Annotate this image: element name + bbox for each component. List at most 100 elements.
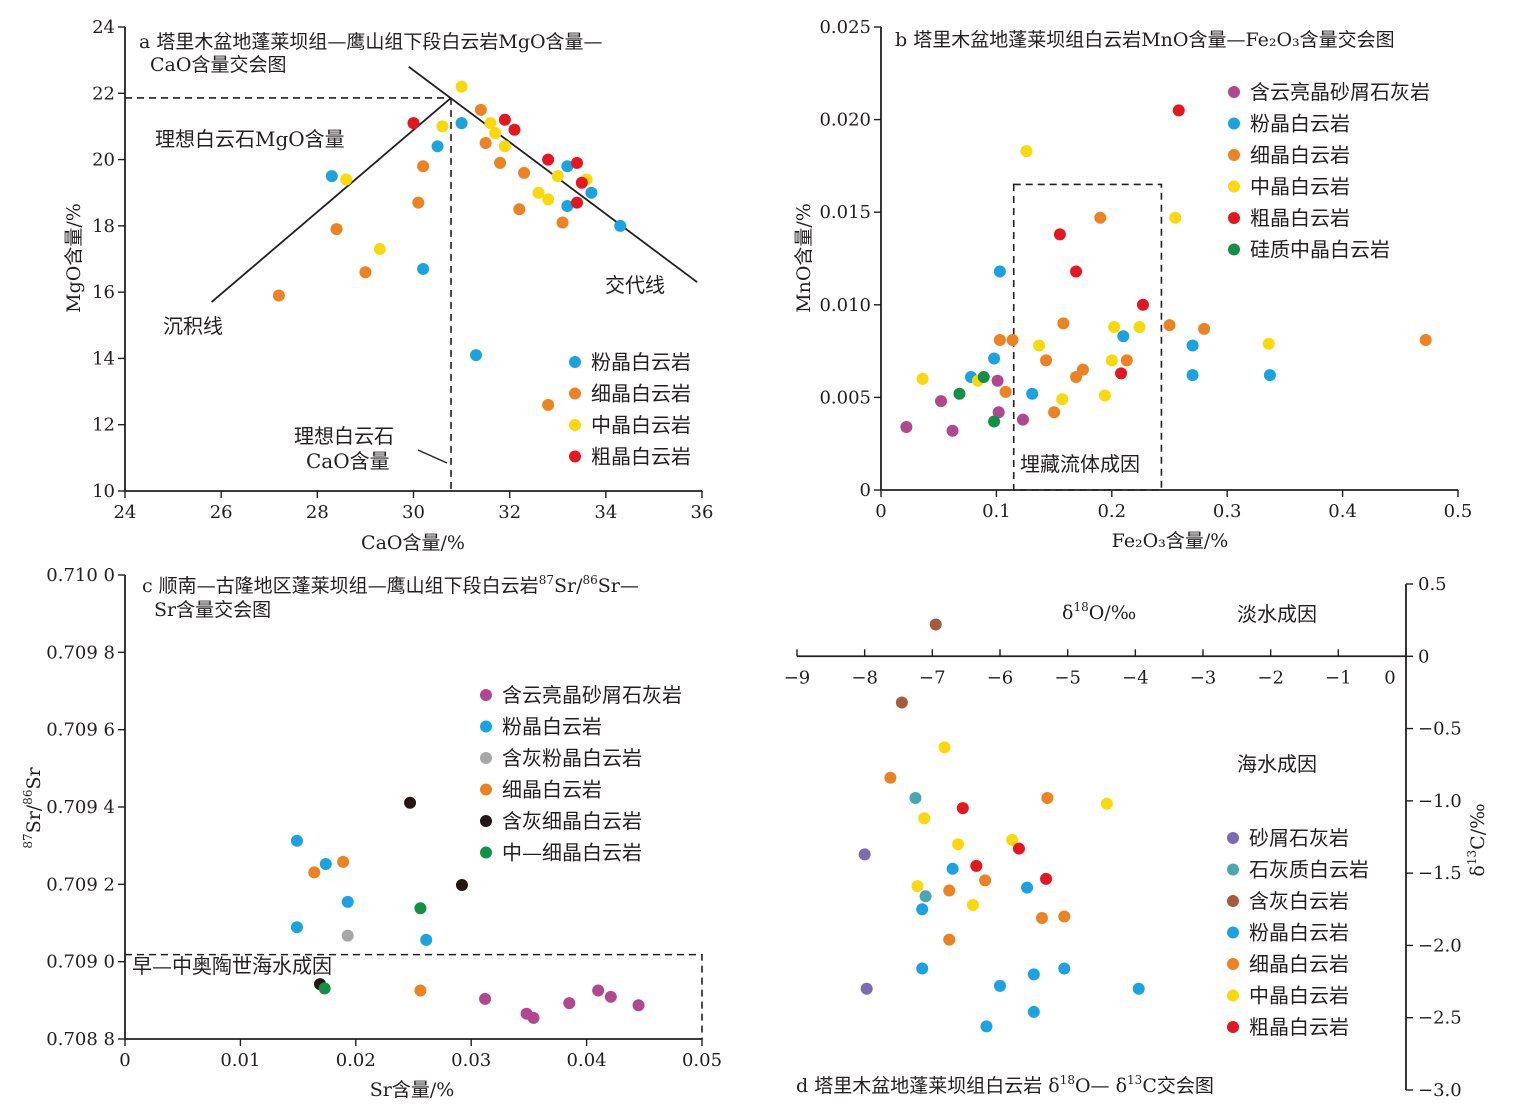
panel-a-legend-marker	[569, 356, 581, 368]
panel-c-xlabel: Sr含量/%	[370, 1079, 455, 1101]
panel-a-legend-marker	[569, 387, 581, 400]
panel-d-y-tick-label: −1.0	[1418, 791, 1462, 812]
panel-d-point	[1012, 842, 1025, 855]
panel-c-point	[341, 895, 354, 908]
panel-d-point	[895, 696, 908, 709]
panel-a-y-tick-label: 12	[92, 415, 115, 436]
panel-b-point	[1136, 298, 1149, 311]
panel-b-point	[953, 387, 966, 400]
panel-c-legend-marker	[480, 846, 492, 859]
panel-b-point	[993, 265, 1006, 278]
panel-d-x-tick-label: −8	[851, 667, 878, 688]
panel-d-point	[1027, 1005, 1040, 1018]
panel-d-title-mid: O— δ	[1075, 1075, 1127, 1097]
panel-a-ylabel: MgO含量/%	[63, 203, 85, 313]
panel-c-point	[455, 879, 468, 892]
panel-a-title-line-1: a 塔里木盆地蓬莱坝组—鹰山组下段白云岩MgO含量—	[139, 31, 603, 53]
panel-b-point	[1053, 228, 1066, 241]
panel-a-point	[513, 203, 526, 216]
panel-a-x-tick-label: 24	[114, 502, 137, 523]
panel-a-point	[532, 186, 545, 199]
panel-a-point	[561, 160, 574, 173]
panel-d-xlabel-main: δ	[1062, 602, 1073, 624]
panel-d-legend-label: 粉晶白云岩	[1249, 921, 1349, 945]
panel-a-sediment-line	[210, 97, 452, 303]
panel-c-y-tick-label: 0.709 4	[46, 797, 115, 818]
panel-a-point	[551, 170, 564, 183]
panel-d-x-tick-label: 0	[1384, 667, 1395, 688]
panel-a-point	[518, 166, 531, 179]
panel-c-legend-marker	[480, 689, 492, 701]
panel-b-point	[1419, 333, 1432, 346]
panel-b-point	[988, 352, 1001, 365]
panel-b-point	[1172, 104, 1185, 117]
panel-c-ylabel-end: Sr	[23, 767, 45, 790]
panel-d-point	[860, 982, 873, 995]
panel-b-x-tick-label: 0.4	[1328, 501, 1357, 522]
panel-c-point	[319, 857, 332, 870]
panel-d-ylabel-end: C/‰	[1467, 803, 1489, 849]
panel-b-point	[1120, 354, 1133, 367]
panel-a-point	[417, 160, 430, 173]
panel-c-x-tick-label: 0.03	[451, 1050, 491, 1071]
panel-d-title-main: d 塔里木盆地蓬莱坝组白云岩 δ	[796, 1075, 1060, 1097]
panel-a-point	[417, 262, 430, 275]
panel-b-legend-label: 粉晶白云岩	[1250, 112, 1350, 136]
panel-c-point	[337, 855, 350, 868]
panel-b-legend-label: 粗晶白云岩	[1250, 206, 1350, 230]
panel-a-x-tick-label: 26	[210, 502, 233, 523]
panel-c-title-main: c 顺南—古隆地区蓬莱坝组—鹰山组下段白云岩	[142, 575, 539, 597]
panel-c: c 顺南—古隆地区蓬莱坝组—鹰山组下段白云岩87Sr/86Sr— Sr含量交会图…	[21, 565, 722, 1101]
panel-b-point	[1186, 339, 1199, 352]
panel-c-point	[318, 982, 331, 995]
panel-c-point	[414, 984, 427, 997]
panel-b-legend-label: 含云亮晶砂屑石灰岩	[1250, 80, 1430, 104]
panel-d-legend-marker	[1227, 895, 1239, 907]
panel-d-y-tick-label: −0.5	[1418, 719, 1462, 740]
panel-b-point	[977, 371, 990, 384]
panel-b-point	[1076, 363, 1089, 376]
panel-c-y-tick-label: 0.709 2	[46, 874, 115, 895]
panel-a-point	[412, 196, 425, 209]
panel-d-point	[1040, 872, 1053, 885]
panel-b-point	[1057, 317, 1070, 330]
panel-b-legend-label: 细晶白云岩	[1250, 143, 1350, 167]
panel-c-x-tick-label: 0	[119, 1050, 130, 1071]
panel-c-x-tick-label: 0.05	[682, 1050, 722, 1071]
panel-d-xlabel-end: O/‰	[1089, 602, 1136, 624]
panel-d-point	[1100, 797, 1113, 810]
panel-c-x-tick-label: 0.04	[567, 1050, 607, 1071]
panel-d-point	[980, 1020, 993, 1033]
panel-a: a 塔里木盆地蓬莱坝组—鹰山组下段白云岩MgO含量— CaO含量交会图 24 26…	[63, 17, 713, 554]
panel-d-point	[929, 618, 942, 631]
panel-a-label-replacement-line: 交代线	[605, 273, 665, 297]
panel-a-point	[575, 176, 588, 189]
panel-a-label-sediment-line: 沉积线	[163, 314, 223, 338]
panel-b-point	[1169, 211, 1182, 224]
panel-a-legend-label: 中晶白云岩	[591, 413, 691, 437]
panel-b-x-tick-label: 0.3	[1213, 501, 1242, 522]
panel-d-point	[1058, 962, 1071, 975]
panel-b-point	[1070, 265, 1083, 278]
panel-b-x-tick-label: 0.5	[1444, 501, 1473, 522]
panel-b-legend-marker	[1228, 243, 1240, 256]
panel-b-legend-label: 中晶白云岩	[1250, 175, 1350, 199]
panel-b-dashed-box	[1012, 183, 1163, 491]
panel-b-y-tick-label: 0.015	[819, 202, 871, 223]
panel-c-title-sup-1: 87	[539, 573, 554, 587]
panel-d-point	[952, 838, 965, 851]
panel-a-point	[494, 156, 507, 169]
panel-d-point	[966, 898, 979, 911]
panel-d-legend-label: 砂屑石灰岩	[1249, 826, 1349, 850]
panel-c-point	[290, 921, 303, 934]
panel-a-xlabel: CaO含量/%	[361, 532, 465, 554]
panel-c-point	[341, 929, 354, 942]
panel-d-legend-label: 粗晶白云岩	[1249, 1015, 1349, 1039]
panel-d-point	[970, 859, 983, 872]
panel-a-legend-label: 粉晶白云岩	[591, 350, 691, 374]
panel-b-point	[999, 385, 1012, 398]
panel-a-point	[489, 127, 502, 140]
panel-d-label-marine: 海水成因	[1237, 752, 1317, 776]
panel-b-point	[992, 406, 1005, 419]
panel-b-point	[1033, 339, 1046, 352]
